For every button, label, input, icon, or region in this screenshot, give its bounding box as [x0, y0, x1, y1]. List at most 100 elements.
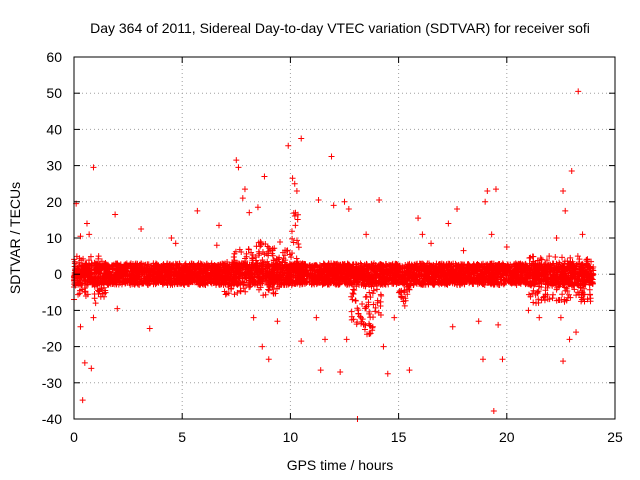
band-point [91, 283, 98, 290]
band-point [293, 237, 300, 244]
band-point [235, 280, 242, 287]
band-point [537, 278, 544, 285]
band-point [412, 271, 419, 278]
band-point [96, 288, 103, 295]
band-point [93, 269, 100, 276]
band-point [82, 277, 89, 284]
band-point [228, 282, 235, 289]
band-point [353, 278, 360, 285]
band-point [469, 263, 476, 270]
band-point [263, 250, 270, 257]
band-point [362, 283, 369, 290]
band-point [243, 282, 250, 289]
band-point [86, 262, 93, 269]
band-point [420, 275, 427, 282]
band-point [395, 289, 402, 296]
band-point [366, 272, 373, 279]
band-point [128, 265, 135, 272]
band-point [236, 246, 243, 253]
band-point [553, 286, 560, 293]
band-point [260, 259, 267, 266]
band-point [278, 280, 285, 287]
band-point [367, 330, 374, 337]
band-point [87, 253, 94, 260]
band-point [366, 289, 373, 296]
band-point [461, 281, 468, 288]
band-point [404, 264, 411, 271]
band-point [257, 284, 264, 291]
band-point [552, 254, 559, 261]
band-point [499, 260, 506, 267]
band-point [312, 273, 319, 280]
band-point [407, 282, 414, 289]
band-point [221, 288, 228, 295]
band-point [228, 286, 235, 293]
band-point [553, 297, 560, 304]
band-point [400, 298, 407, 305]
band-point [540, 294, 547, 301]
band-point [98, 258, 105, 265]
band-point [367, 274, 374, 281]
band-point [438, 270, 445, 277]
band-point [290, 239, 297, 246]
band-point [262, 291, 269, 298]
band-point [546, 253, 553, 260]
band-point [333, 270, 340, 277]
band-point [74, 274, 81, 281]
band-point [581, 298, 588, 305]
band-point [532, 262, 539, 269]
band-point [78, 272, 85, 279]
band-point [208, 263, 215, 270]
band-point [335, 265, 342, 272]
band-point [206, 272, 213, 279]
band-point [279, 278, 286, 285]
band-point [566, 291, 573, 298]
band-point [377, 303, 384, 310]
band-point [466, 280, 473, 287]
band-point [119, 273, 126, 280]
band-point [459, 274, 466, 281]
band-point [160, 264, 167, 271]
band-point [237, 264, 244, 271]
band-point [132, 272, 139, 279]
band-point [374, 267, 381, 274]
band-point [276, 254, 283, 261]
band-point [324, 281, 331, 288]
band-point [243, 250, 250, 257]
band-point [168, 274, 175, 281]
band-point [98, 285, 105, 292]
band-point [258, 262, 265, 269]
band-point [365, 299, 372, 306]
band-point [406, 286, 413, 293]
band-point [398, 294, 405, 301]
band-point [517, 260, 524, 267]
band-point [105, 281, 112, 288]
band-point [350, 286, 357, 293]
band-point [242, 257, 249, 264]
band-point [301, 280, 308, 287]
band-point [549, 295, 556, 302]
band-point [393, 262, 400, 269]
band-point [482, 275, 489, 282]
band-point [561, 284, 568, 291]
band-point [588, 275, 595, 282]
band-point [480, 264, 487, 271]
band-point [544, 296, 551, 303]
band-point [310, 280, 317, 287]
band-point [362, 293, 369, 300]
band-point [252, 253, 259, 260]
band-point [414, 273, 421, 280]
band-point [279, 259, 286, 266]
band-point [266, 277, 273, 284]
band-point [288, 254, 295, 261]
band-point [401, 302, 408, 309]
band-point [564, 294, 571, 301]
band-point [536, 280, 543, 287]
band-point [272, 275, 279, 282]
band-point [367, 314, 374, 321]
band-point [180, 264, 187, 271]
band-point [369, 290, 376, 297]
band-point [108, 276, 115, 283]
band-point [230, 254, 237, 261]
